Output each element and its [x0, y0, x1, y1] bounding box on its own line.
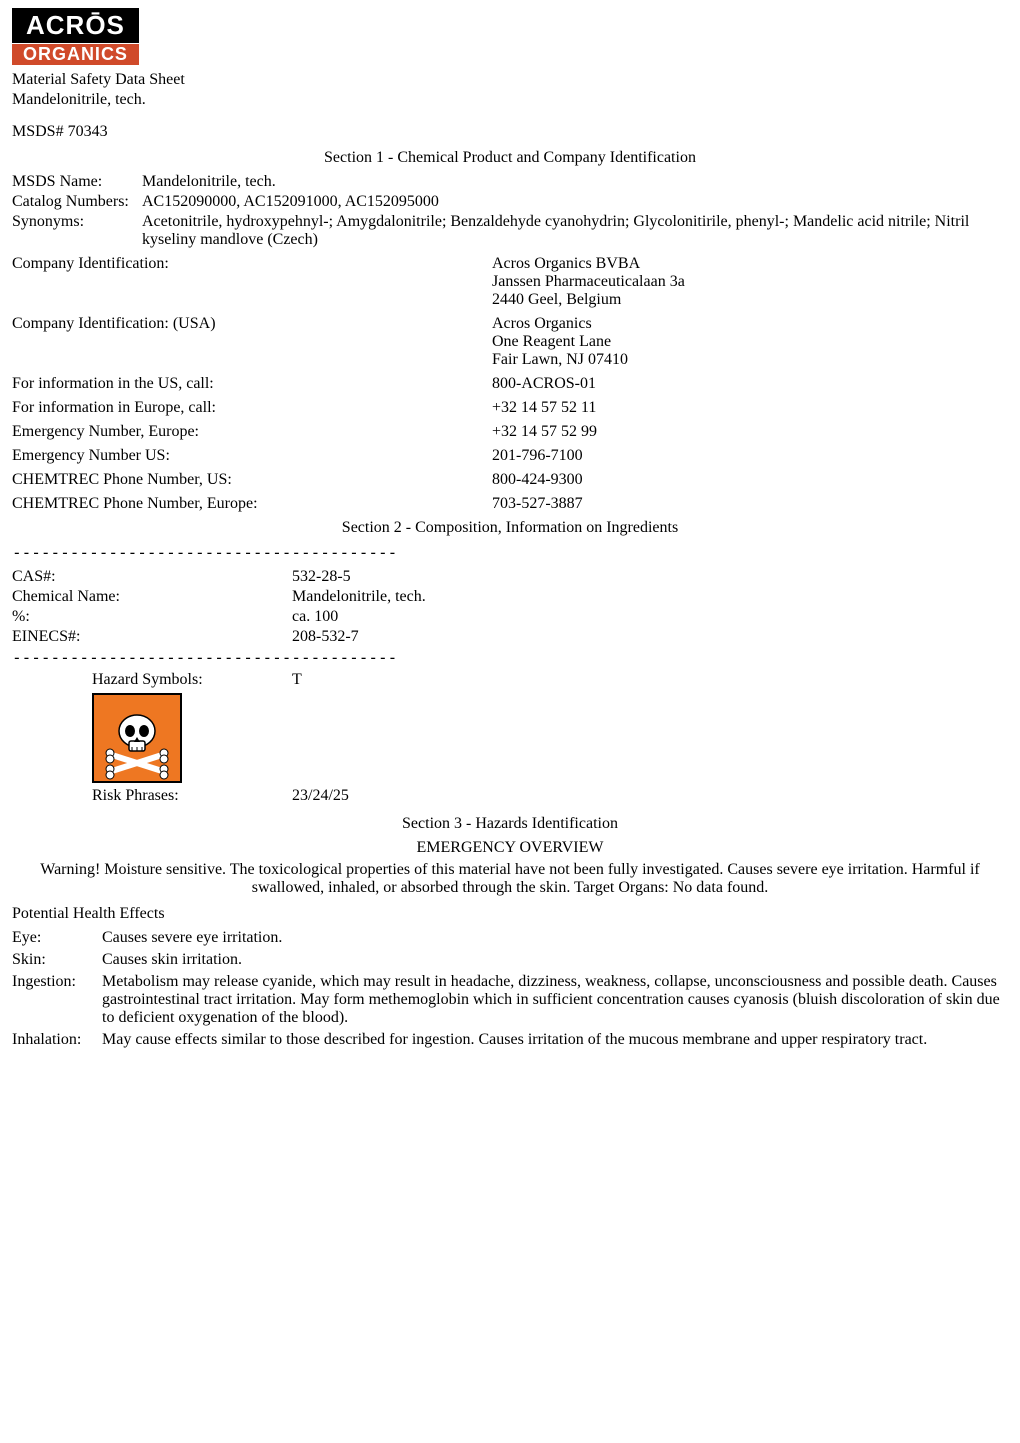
composition-label: Chemical Name: [12, 588, 292, 606]
company-row-value-line: 703-527-3887 [492, 495, 1008, 513]
section1-row-value: Mandelonitrile, tech. [142, 173, 1008, 191]
health-effect-label: Ingestion: [12, 973, 102, 991]
hazard-symbols-label: Hazard Symbols: [12, 671, 292, 689]
company-row: CHEMTREC Phone Number, US:800-424-9300 [12, 471, 1008, 489]
company-row-value-line: Acros Organics [492, 315, 1008, 333]
composition-row: %:ca. 100 [12, 608, 1008, 626]
company-row-value: 800-424-9300 [492, 471, 1008, 489]
company-row-value: 800-ACROS-01 [492, 375, 1008, 393]
company-row-value: 703-527-3887 [492, 495, 1008, 513]
company-row: CHEMTREC Phone Number, Europe:703-527-38… [12, 495, 1008, 513]
company-row-value-line: 800-ACROS-01 [492, 375, 1008, 393]
company-row-value: Acros OrganicsOne Reagent LaneFair Lawn,… [492, 315, 1008, 369]
company-row-value: 201-796-7100 [492, 447, 1008, 465]
risk-phrases-label: Risk Phrases: [12, 787, 292, 805]
section1-row-label: Catalog Numbers: [12, 193, 142, 211]
hazard-symbols-value: T [292, 671, 352, 689]
company-row: For information in the US, call:800-ACRO… [12, 375, 1008, 393]
company-row-label: For information in Europe, call: [12, 399, 492, 417]
section2-dashes-bottom: ---------------------------------------- [12, 648, 1008, 667]
composition-label: CAS#: [12, 568, 292, 586]
company-row-value-line: 2440 Geel, Belgium [492, 291, 1008, 309]
section1-row: Synonyms:Acetonitrile, hydroxypehnyl-; A… [12, 213, 1008, 249]
health-effect-row: Inhalation:May cause effects similar to … [12, 1031, 1008, 1049]
company-row-label: Emergency Number US: [12, 447, 492, 465]
company-row-value-line: 800-424-9300 [492, 471, 1008, 489]
company-row-value: +32 14 57 52 11 [492, 399, 1008, 417]
potential-health-label: Potential Health Effects [12, 905, 1008, 923]
health-effect-row: Eye:Causes severe eye irritation. [12, 929, 1008, 947]
logo-top: ACRŌS [12, 8, 139, 43]
section1-row-value: AC152090000, AC152091000, AC152095000 [142, 193, 1008, 211]
company-row-value: +32 14 57 52 99 [492, 423, 1008, 441]
company-row-value-line: Janssen Pharmaceuticalaan 3a [492, 273, 1008, 291]
health-effect-value: Causes severe eye irritation. [102, 929, 1008, 947]
section2-dashes-top: ---------------------------------------- [12, 543, 1008, 562]
health-effect-label: Skin: [12, 951, 102, 969]
section1-title: Section 1 - Chemical Product and Company… [12, 149, 1008, 167]
toxic-pictogram [92, 693, 1008, 783]
composition-row: CAS#:532-28-5 [12, 568, 1008, 586]
composition-row: EINECS#:208-532-7 [12, 628, 1008, 646]
section1-row: MSDS Name:Mandelonitrile, tech. [12, 173, 1008, 191]
company-row-value-line: +32 14 57 52 99 [492, 423, 1008, 441]
risk-phrases-value: 23/24/25 [292, 787, 1008, 805]
company-row-value-line: One Reagent Lane [492, 333, 1008, 351]
warning-paragraph: Warning! Moisture sensitive. The toxicol… [12, 861, 1008, 897]
logo-bottom: ORGANICS [12, 43, 139, 65]
section2-title: Section 2 - Composition, Information on … [12, 519, 1008, 537]
section3-title: Section 3 - Hazards Identification [12, 815, 1008, 833]
company-row-label: Emergency Number, Europe: [12, 423, 492, 441]
health-effect-label: Eye: [12, 929, 102, 947]
emergency-overview-title: EMERGENCY OVERVIEW [12, 839, 1008, 857]
company-row: For information in Europe, call:+32 14 5… [12, 399, 1008, 417]
company-row-value-line: Fair Lawn, NJ 07410 [492, 351, 1008, 369]
company-row-label: CHEMTREC Phone Number, Europe: [12, 495, 492, 513]
company-row-label: Company Identification: (USA) [12, 315, 492, 369]
composition-value: ca. 100 [292, 608, 1008, 626]
msds-title: Material Safety Data Sheet [12, 71, 1008, 89]
health-effect-value: Metabolism may release cyanide, which ma… [102, 973, 1008, 1027]
company-row-label: For information in the US, call: [12, 375, 492, 393]
company-row-value-line: +32 14 57 52 11 [492, 399, 1008, 417]
company-row-value: Acros Organics BVBAJanssen Pharmaceutica… [492, 255, 1008, 309]
composition-label: %: [12, 608, 292, 626]
msds-number: MSDS# 70343 [12, 123, 1008, 141]
company-row-value-line: Acros Organics BVBA [492, 255, 1008, 273]
health-effect-row: Skin:Causes skin irritation. [12, 951, 1008, 969]
section1-row: Catalog Numbers:AC152090000, AC152091000… [12, 193, 1008, 211]
company-row: Emergency Number, Europe:+32 14 57 52 99 [12, 423, 1008, 441]
product-name: Mandelonitrile, tech. [12, 91, 1008, 109]
section1-row-value: Acetonitrile, hydroxypehnyl-; Amygdaloni… [142, 213, 1008, 249]
health-effect-value: May cause effects similar to those descr… [102, 1031, 1008, 1049]
health-effect-label: Inhalation: [12, 1031, 102, 1049]
section1-row-label: Synonyms: [12, 213, 142, 249]
company-row-label: Company Identification: [12, 255, 492, 309]
company-row-value-line: 201-796-7100 [492, 447, 1008, 465]
company-row: Company Identification: (USA)Acros Organ… [12, 315, 1008, 369]
company-row: Emergency Number US:201-796-7100 [12, 447, 1008, 465]
composition-value: 208-532-7 [292, 628, 1008, 646]
section1-row-label: MSDS Name: [12, 173, 142, 191]
composition-value: 532-28-5 [292, 568, 1008, 586]
health-effect-row: Ingestion:Metabolism may release cyanide… [12, 973, 1008, 1027]
composition-row: Chemical Name:Mandelonitrile, tech. [12, 588, 1008, 606]
composition-value: Mandelonitrile, tech. [292, 588, 1008, 606]
brand-logo: ACRŌS ORGANICS [12, 8, 139, 65]
company-row-label: CHEMTREC Phone Number, US: [12, 471, 492, 489]
composition-label: EINECS#: [12, 628, 292, 646]
health-effect-value: Causes skin irritation. [102, 951, 1008, 969]
company-row: Company Identification:Acros Organics BV… [12, 255, 1008, 309]
